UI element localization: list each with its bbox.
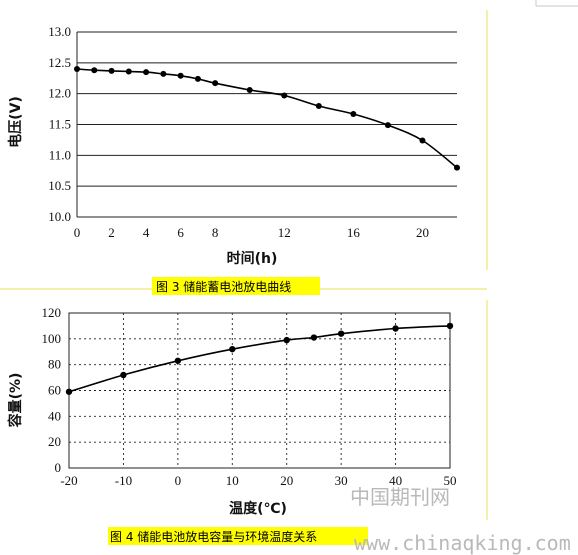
c1-data-point (143, 69, 150, 76)
c1-x-tick-label: 0 (74, 225, 81, 240)
c2-y-tick-label: 80 (48, 357, 61, 372)
c1-x-tick-label: 6 (177, 225, 184, 240)
c2-data-point (283, 336, 290, 344)
c2-data-point (120, 371, 127, 379)
c1-grid (76, 31, 457, 218)
c1-x-tick-label: 12 (278, 225, 291, 240)
c1-y-tick-label: 12.5 (48, 55, 71, 70)
c2-series (65, 322, 454, 395)
c2-x-tick-label: 40 (389, 473, 402, 488)
c1-y-tick-label: 11.0 (49, 147, 71, 162)
c2-y-axis-label: 容量(%) (7, 373, 24, 429)
c2-data-point (392, 325, 399, 332)
c2-caption: 图 4 储能电池放电容量与环境温度关系 (110, 529, 317, 544)
c2-y-tick-label: 100 (42, 331, 62, 346)
c1-series (74, 66, 460, 171)
c1-series-line (76, 68, 458, 169)
c1-y-tick-label: 10.0 (48, 209, 71, 224)
c2-data-point (229, 345, 236, 353)
c2-x-tick-label: 50 (444, 473, 457, 488)
watermark-text: 中国期刊网 (350, 485, 450, 509)
c1-data-point (91, 67, 98, 74)
c1-data-point (108, 67, 115, 74)
c1-data-point (315, 103, 322, 109)
c2-x-tick-label: -10 (115, 473, 132, 488)
c2-data-point (174, 357, 182, 364)
c1-x-tick-label: 8 (212, 225, 219, 240)
c2-data-point (446, 322, 454, 330)
c1-x-tick-label: 4 (143, 225, 150, 240)
c1-y-tick-label: 11.5 (49, 117, 71, 132)
discharge-voltage-chart: 10.0 10.5 11.0 11.5 12.0 12.5 13.0 0 2 4 6 8 12 16 20… (7, 24, 460, 295)
c2-x-axis-label: 温度(℃) (229, 500, 287, 517)
c2-data-point (337, 330, 345, 337)
c2-x-tick-labels: -20 -10 0 10 20 30 40 50 (60, 473, 456, 488)
c2-data-point (65, 388, 73, 395)
c1-caption-background (152, 277, 320, 295)
c1-data-point (384, 122, 391, 129)
c2-data-point (310, 334, 318, 341)
c1-x-tick-label: 16 (347, 225, 361, 240)
c1-data-point (160, 70, 167, 77)
c1-x-axis-label: 时间(h) (227, 250, 278, 267)
c2-x-tick-label: 0 (175, 473, 182, 488)
c2-x-tick-label: -20 (60, 473, 77, 488)
c2-series-line (68, 325, 451, 393)
watermark-url: www.chinaqking.com (354, 531, 571, 555)
c1-x-tick-label: 20 (416, 225, 429, 240)
c1-data-point (125, 68, 132, 75)
c1-caption: 图 3 储能蓄电池放电曲线 (156, 279, 291, 294)
c1-data-point (246, 86, 253, 93)
c2-y-tick-label: 60 (48, 383, 61, 398)
c1-y-tick-label: 10.5 (48, 178, 71, 193)
c2-y-tick-label: 0 (55, 460, 62, 475)
c1-data-point (177, 72, 184, 79)
c1-y-tick-labels: 10.0 10.5 11.0 11.5 12.0 12.5 13.0 (48, 24, 71, 224)
c1-data-point (419, 137, 426, 144)
c2-y-tick-label: 20 (48, 434, 61, 449)
c2-x-tick-label: 10 (226, 473, 239, 488)
c1-data-point (194, 75, 201, 82)
c1-data-point (281, 92, 288, 99)
c2-y-tick-label: 40 (48, 408, 61, 423)
c1-data-point (454, 164, 460, 171)
c1-data-point (74, 66, 80, 72)
c2-y-tick-labels: 0 20 40 60 80 100 120 (42, 305, 62, 475)
c2-y-tick-label: 120 (42, 305, 62, 320)
c1-x-tick-labels: 0 2 4 6 8 12 16 20 (74, 225, 429, 240)
c2-x-tick-label: 20 (280, 473, 293, 488)
c2-caption-background (108, 527, 368, 545)
c1-y-axis-label: 电压(V) (7, 96, 24, 148)
c1-data-point (350, 111, 357, 118)
c1-data-point (212, 80, 219, 87)
c2-x-tick-label: 30 (335, 473, 348, 488)
c1-y-tick-label: 12.0 (48, 86, 71, 101)
c2-grid (68, 312, 451, 469)
c1-y-tick-label: 13.0 (48, 24, 71, 39)
c1-x-tick-label: 2 (108, 225, 115, 240)
